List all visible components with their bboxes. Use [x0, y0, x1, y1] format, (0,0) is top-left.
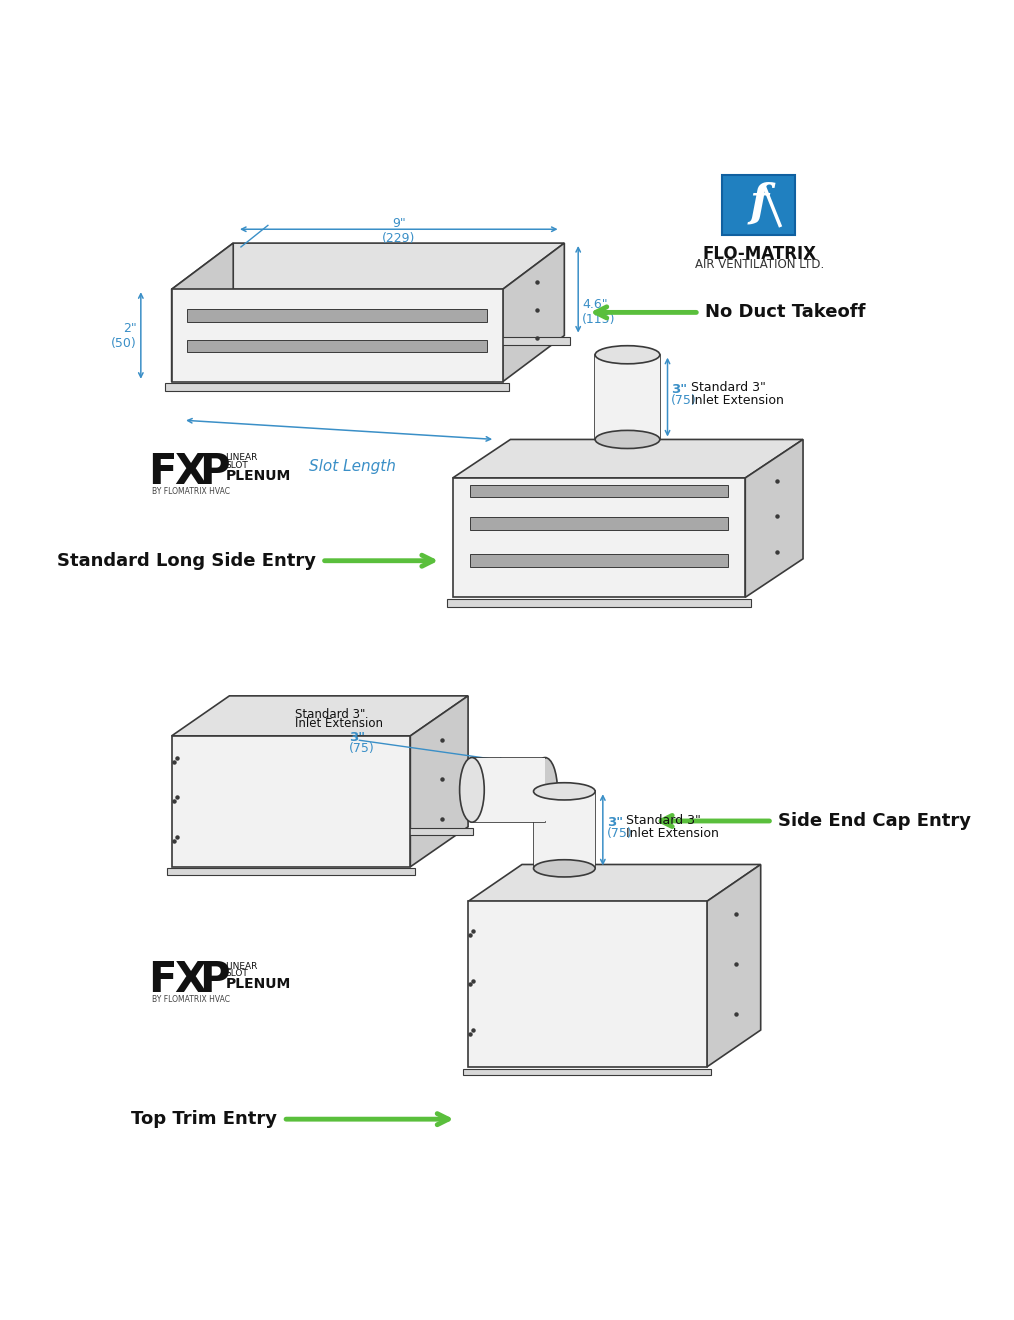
Text: 4.6"
(115): 4.6" (115)	[582, 298, 615, 326]
Text: 3": 3"	[349, 731, 365, 744]
Text: 9"
(229): 9" (229)	[382, 216, 416, 246]
Text: X: X	[174, 451, 206, 492]
Polygon shape	[722, 176, 795, 235]
Text: FLO-MATRIX: FLO-MATRIX	[702, 244, 816, 263]
Polygon shape	[469, 554, 728, 566]
Text: No Duct Takeoff: No Duct Takeoff	[706, 304, 866, 321]
Polygon shape	[463, 1069, 712, 1076]
Text: 2"
(50): 2" (50)	[112, 322, 137, 350]
Text: 3": 3"	[606, 816, 623, 829]
Ellipse shape	[532, 758, 558, 822]
Polygon shape	[171, 289, 503, 381]
Polygon shape	[452, 440, 803, 478]
Polygon shape	[595, 355, 660, 440]
Polygon shape	[411, 696, 468, 867]
Polygon shape	[171, 243, 233, 381]
Polygon shape	[533, 792, 595, 869]
Text: X: X	[174, 960, 206, 1001]
Polygon shape	[707, 865, 760, 1067]
Polygon shape	[165, 383, 509, 391]
Text: F: F	[148, 960, 177, 1001]
Polygon shape	[452, 478, 745, 597]
Text: (75): (75)	[606, 828, 633, 841]
Polygon shape	[187, 309, 488, 322]
Polygon shape	[469, 517, 728, 529]
Text: PLENUM: PLENUM	[225, 977, 291, 991]
Polygon shape	[225, 829, 473, 836]
Text: Side End Cap Entry: Side End Cap Entry	[779, 812, 971, 830]
Polygon shape	[171, 696, 468, 737]
Text: P: P	[200, 451, 230, 492]
Text: (75): (75)	[671, 395, 697, 408]
Text: Standard 3": Standard 3"	[626, 814, 701, 828]
Text: P: P	[200, 960, 230, 1001]
Text: AIR VENTILATION LTD.: AIR VENTILATION LTD.	[695, 257, 823, 271]
Ellipse shape	[459, 758, 485, 822]
Text: Inlet Extension: Inlet Extension	[691, 395, 784, 408]
Text: Inlet Extension: Inlet Extension	[626, 828, 719, 841]
Text: SLOT: SLOT	[225, 969, 248, 978]
Text: Standard 3": Standard 3"	[295, 708, 365, 721]
Text: LINEAR: LINEAR	[225, 961, 258, 970]
Polygon shape	[171, 737, 411, 867]
Polygon shape	[468, 865, 760, 902]
Text: 3": 3"	[671, 383, 687, 396]
Text: F: F	[148, 451, 177, 492]
Polygon shape	[503, 243, 565, 381]
Polygon shape	[227, 337, 571, 345]
Polygon shape	[472, 758, 546, 822]
Text: f: f	[749, 182, 769, 224]
Polygon shape	[469, 484, 728, 498]
Polygon shape	[171, 243, 565, 289]
Text: Top Trim Entry: Top Trim Entry	[131, 1110, 277, 1129]
Text: (75): (75)	[349, 742, 374, 755]
Ellipse shape	[533, 783, 595, 800]
Ellipse shape	[595, 430, 660, 449]
Text: LINEAR: LINEAR	[225, 453, 258, 462]
Text: Standard 3": Standard 3"	[691, 381, 766, 395]
Text: BY FLOMATRIX HVAC: BY FLOMATRIX HVAC	[152, 487, 230, 496]
Ellipse shape	[533, 859, 595, 876]
Text: PLENUM: PLENUM	[225, 469, 291, 483]
Polygon shape	[187, 341, 488, 352]
Text: Inlet Extension: Inlet Extension	[295, 717, 383, 730]
Text: BY FLOMATRIX HVAC: BY FLOMATRIX HVAC	[152, 995, 230, 1005]
Polygon shape	[468, 902, 707, 1067]
Polygon shape	[745, 440, 803, 597]
Polygon shape	[167, 869, 415, 875]
Text: Slot Length: Slot Length	[309, 459, 396, 474]
Text: SLOT: SLOT	[225, 461, 248, 470]
Text: Standard Long Side Entry: Standard Long Side Entry	[57, 552, 315, 570]
Ellipse shape	[595, 346, 660, 364]
Polygon shape	[446, 599, 751, 607]
